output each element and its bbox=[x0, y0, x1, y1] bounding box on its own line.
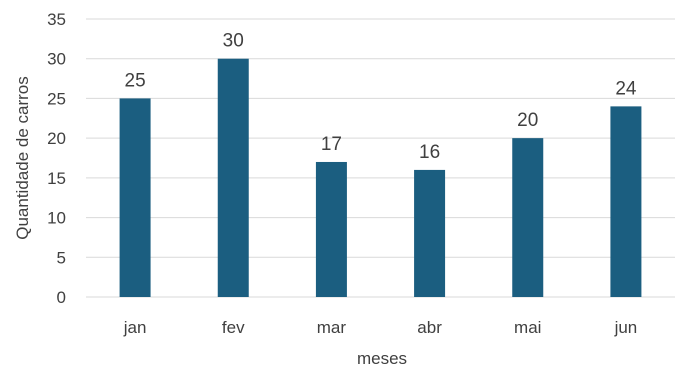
x-tick-label-mai: mai bbox=[514, 318, 541, 337]
bar-mai bbox=[512, 138, 544, 297]
x-axis-title: meses bbox=[357, 349, 407, 368]
x-tick-label-fev: fev bbox=[222, 318, 245, 337]
y-tick-label: 15 bbox=[47, 169, 66, 188]
x-tick-label-jan: jan bbox=[123, 318, 147, 337]
x-tick-label-abr: abr bbox=[417, 318, 442, 337]
bars bbox=[119, 58, 642, 297]
data-label-mar: 17 bbox=[321, 134, 342, 155]
x-tick-label-jun: jun bbox=[614, 318, 638, 337]
y-tick-label: 30 bbox=[47, 50, 66, 69]
bar-jan bbox=[119, 98, 151, 297]
bar-jun bbox=[610, 106, 642, 297]
y-tick-label: 25 bbox=[47, 89, 66, 108]
data-label-jun: 24 bbox=[615, 78, 637, 99]
y-tick-label: 5 bbox=[57, 248, 66, 267]
y-axis-ticks: 0 5 10 15 20 25 30 35 bbox=[47, 10, 66, 307]
data-label-fev: 30 bbox=[223, 31, 244, 52]
bar-fev bbox=[217, 58, 249, 297]
gridlines bbox=[86, 18, 675, 298]
data-labels: 25 30 17 16 20 24 bbox=[125, 31, 637, 163]
y-tick-label: 10 bbox=[47, 209, 66, 228]
x-axis-ticks: jan fev mar abr mai jun bbox=[123, 318, 638, 337]
y-tick-label: 0 bbox=[57, 288, 66, 307]
y-tick-label: 35 bbox=[47, 10, 66, 29]
data-label-mai: 20 bbox=[517, 110, 538, 131]
bar-mar bbox=[315, 161, 347, 297]
data-label-jan: 25 bbox=[125, 70, 146, 91]
y-tick-label: 20 bbox=[47, 129, 66, 148]
y-axis-title: Quantidade de carros bbox=[13, 76, 32, 240]
x-tick-label-mar: mar bbox=[317, 318, 347, 337]
data-label-abr: 16 bbox=[419, 142, 440, 163]
bar-abr bbox=[414, 169, 446, 297]
